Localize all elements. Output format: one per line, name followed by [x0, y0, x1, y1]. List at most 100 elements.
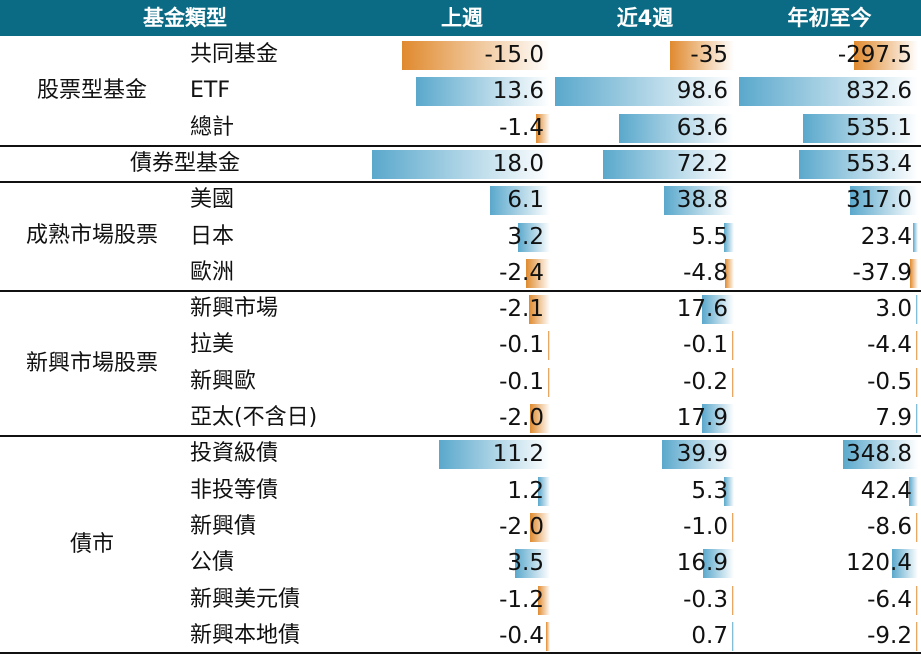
value-cell: 11.2	[492, 441, 544, 468]
row-label: 共同基金	[190, 42, 279, 67]
value-cell: 17.9	[676, 405, 728, 431]
positive-bar	[849, 186, 918, 216]
positive-bar	[602, 149, 734, 179]
value-cell: -15.0	[484, 42, 544, 68]
value-cell: -0.5	[867, 368, 912, 395]
value-cell: 832.6	[846, 78, 912, 105]
value-cell: 17.6	[676, 296, 728, 323]
group-label: 新興市場股票	[25, 351, 158, 377]
row-label: 美國	[190, 187, 235, 213]
value-cell: -2.0	[499, 405, 544, 431]
row-label: ETF	[190, 78, 230, 104]
value-cell: -0.1	[499, 368, 544, 395]
header-last-week: 上週	[441, 6, 483, 30]
value-cell: 6.1	[507, 187, 544, 214]
value-cell: -1.2	[499, 586, 544, 613]
value-cell: 13.6	[492, 78, 544, 105]
negative-bar	[526, 258, 550, 288]
value-cell: 317.0	[846, 187, 912, 214]
value-cell: -9.2	[867, 622, 912, 649]
value-cell: 18.0	[492, 150, 544, 177]
group-label: 股票型基金	[36, 78, 147, 103]
negative-bar	[916, 331, 918, 361]
value-cell: -8.6	[867, 513, 912, 540]
table-header: 基金類型 上週 近4週 年初至今	[0, 0, 921, 36]
row-label: 公債	[190, 550, 235, 576]
value-cell: 5.3	[691, 477, 728, 504]
positive-bar	[372, 149, 550, 179]
value-cell: 3.5	[507, 550, 544, 577]
positive-bar	[724, 476, 734, 506]
positive-bar	[799, 149, 918, 179]
negative-bar	[916, 512, 918, 542]
value-cell: 1.2	[507, 477, 544, 504]
positive-bar	[663, 186, 734, 216]
positive-bar	[701, 404, 734, 433]
value-cell: -2.0	[499, 513, 544, 540]
negative-bar	[530, 404, 550, 433]
value-cell: 0.7	[691, 622, 728, 649]
negative-bar	[725, 258, 734, 288]
value-cell: 23.4	[860, 223, 912, 250]
group-divider	[0, 181, 921, 184]
positive-bar	[515, 549, 550, 579]
value-cell: -0.3	[683, 586, 728, 613]
row-label: 歐洲	[190, 259, 235, 285]
value-cell: -0.1	[683, 332, 728, 359]
negative-bar	[530, 512, 550, 542]
positive-bar	[661, 440, 734, 470]
group-label: 成熟市場股票	[25, 223, 158, 249]
row-label: 新興美元債	[190, 586, 301, 612]
value-cell: 348.8	[846, 441, 912, 468]
value-cell: 72.2	[676, 150, 728, 177]
value-cell: 39.9	[676, 441, 728, 468]
negative-bar	[916, 585, 918, 615]
positive-bar	[912, 222, 918, 252]
negative-bar	[909, 258, 918, 288]
value-cell: 63.6	[676, 114, 728, 141]
row-label: 新興市場	[190, 296, 279, 322]
value-cell: -0.1	[499, 332, 544, 359]
value-cell: -37.9	[852, 259, 912, 286]
negative-bar	[548, 331, 550, 361]
value-cell: 7.9	[875, 405, 912, 431]
row-label: 日本	[190, 223, 235, 249]
row-label: 非投等債	[190, 477, 279, 503]
group-label: 債券型基金	[129, 150, 240, 176]
row-label: 總計	[190, 114, 235, 140]
value-cell: 42.4	[860, 477, 912, 504]
positive-bar	[538, 476, 550, 506]
value-cell: 535.1	[846, 114, 912, 141]
value-cell: 3.0	[875, 296, 912, 323]
positive-bar	[439, 440, 550, 470]
group-divider	[0, 652, 921, 654]
negative-bar	[732, 331, 734, 361]
group-divider	[0, 435, 921, 438]
header-fund-type: 基金類型	[143, 6, 227, 30]
value-cell: -6.4	[867, 586, 912, 613]
value-cell: -0.4	[499, 622, 544, 649]
positive-bar	[843, 440, 918, 470]
header-last-4-weeks: 近4週	[616, 6, 674, 30]
positive-bar	[908, 476, 918, 506]
positive-bar	[739, 77, 918, 107]
positive-bar	[702, 295, 734, 325]
group-divider	[0, 144, 921, 147]
positive-bar	[892, 549, 918, 579]
positive-bar	[916, 404, 918, 433]
positive-bar	[724, 222, 734, 252]
negative-bar	[916, 367, 918, 397]
value-cell: 98.6	[676, 78, 728, 105]
value-cell: -35	[690, 42, 728, 68]
negative-bar	[548, 367, 550, 397]
row-label: 投資級債	[190, 441, 279, 467]
positive-bar	[518, 222, 550, 252]
positive-bar	[618, 113, 734, 143]
value-cell: 5.5	[691, 223, 728, 250]
header-ytd: 年初至今	[787, 6, 872, 30]
positive-bar	[732, 621, 734, 651]
value-cell: -297.5	[837, 42, 912, 68]
row-label: 新興本地債	[190, 622, 301, 648]
value-cell: -1.4	[499, 114, 544, 141]
